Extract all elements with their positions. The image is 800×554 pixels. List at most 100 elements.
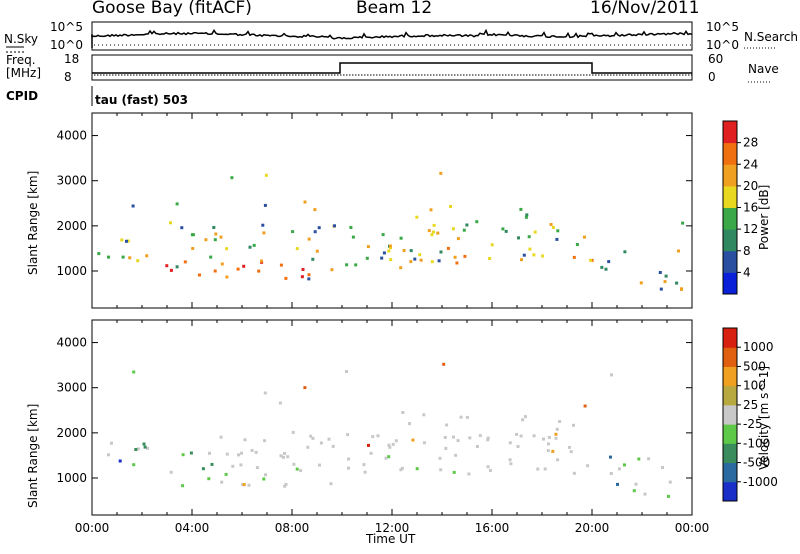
colorbar-frame: [722, 327, 738, 502]
echo-cell: [413, 257, 417, 261]
echo-cell: [255, 466, 259, 470]
echo-cell: [209, 255, 213, 259]
echo-cell: [362, 463, 366, 467]
echo-cell: [453, 255, 457, 259]
echo-cell: [604, 267, 608, 271]
echo-cell: [262, 477, 266, 481]
echo-cell: [286, 455, 290, 459]
echo-cell: [456, 237, 460, 241]
colorbar-segment: [723, 481, 737, 502]
echo-cell: [462, 228, 466, 232]
nsky-label: N.Sky: [4, 32, 39, 46]
echo-cell: [549, 223, 553, 226]
echo-cell: [572, 471, 576, 475]
echo-cell: [439, 171, 443, 175]
echo-cell: [610, 373, 613, 377]
xtick-label: 20:00: [575, 521, 610, 535]
echo-cell: [522, 253, 526, 257]
echo-cell: [248, 245, 252, 249]
colorbar-segment: [723, 347, 737, 367]
echo-cell: [488, 469, 492, 472]
echo-cell: [415, 215, 419, 219]
power-panel-frame: [91, 112, 693, 309]
echo-cell: [478, 434, 482, 438]
echo-cell: [572, 255, 576, 259]
echo-cell: [661, 466, 664, 469]
echo-cell: [145, 254, 149, 258]
echo-cell: [430, 260, 434, 264]
echo-cell: [191, 247, 195, 250]
echo-cell: [292, 462, 296, 466]
echo-cell: [533, 230, 537, 234]
echo-cell: [667, 494, 670, 498]
colorbar-tick-label: 8: [743, 244, 751, 258]
echo-cell: [567, 445, 571, 449]
echo-cell: [263, 439, 267, 443]
echo-cell: [546, 442, 550, 446]
echo-cell: [659, 287, 663, 291]
echo-cell: [616, 482, 619, 486]
echo-cell: [131, 204, 135, 208]
echo-cell: [402, 249, 406, 252]
echo-cell: [303, 386, 307, 390]
echo-cell: [307, 277, 311, 281]
echo-cell: [242, 483, 246, 487]
echo-cell: [449, 205, 453, 208]
echo-cell: [295, 247, 299, 251]
echo-cell: [609, 472, 613, 475]
echo-cell: [207, 477, 211, 481]
echo-cell: [617, 467, 621, 471]
echo-cell: [283, 484, 287, 488]
echo-cell: [309, 434, 313, 438]
echo-cell: [675, 281, 679, 285]
echo-cell: [175, 265, 179, 269]
echo-cell: [389, 246, 392, 250]
echo-cell: [146, 446, 149, 450]
echo-cell: [330, 268, 334, 272]
echo-cell: [254, 450, 258, 454]
echo-cell: [451, 227, 455, 231]
echo-cell: [239, 463, 243, 467]
echo-cell: [213, 238, 217, 242]
echo-cell: [437, 259, 441, 263]
nave-tick-low: 0: [708, 70, 716, 84]
colorbar-segment: [723, 462, 737, 483]
echo-cell: [318, 463, 321, 467]
colorbar-tick-label: -1000: [743, 475, 778, 489]
echo-cell: [456, 439, 460, 443]
echo-cell: [120, 238, 124, 242]
echo-cell: [400, 466, 404, 470]
echo-cell: [260, 259, 263, 263]
echo-cell: [411, 438, 415, 442]
echo-cell: [136, 447, 140, 451]
echo-cell: [643, 492, 647, 496]
echo-cell: [247, 483, 251, 487]
station-title: Goose Bay (fitACF): [92, 0, 252, 18]
echo-cell: [284, 482, 288, 486]
echo-cell: [444, 446, 448, 450]
echo-cell: [422, 441, 426, 445]
echo-cell: [136, 259, 140, 263]
echo-cell: [220, 262, 224, 266]
echo-cell: [380, 256, 384, 260]
echo-cell: [180, 226, 184, 230]
echo-cell: [210, 462, 214, 466]
echo-cell: [520, 258, 523, 262]
nsky-tick-high: 10^5: [50, 20, 83, 34]
echo-cell: [452, 435, 455, 439]
echo-cell: [609, 455, 612, 459]
echo-cell: [381, 233, 385, 237]
echo-cell: [284, 276, 288, 280]
echo-cell: [143, 445, 147, 449]
echo-cell: [354, 263, 358, 267]
echo-cell: [555, 237, 559, 241]
echo-cell: [331, 444, 335, 448]
echo-cell: [279, 263, 283, 267]
nsky-tick-low: 10^0: [50, 38, 83, 52]
echo-cell: [126, 239, 130, 243]
echo-cell: [219, 235, 223, 239]
echo-cell: [401, 411, 405, 414]
xtick-label: 12:00: [375, 521, 410, 535]
echo-cell: [121, 255, 125, 259]
